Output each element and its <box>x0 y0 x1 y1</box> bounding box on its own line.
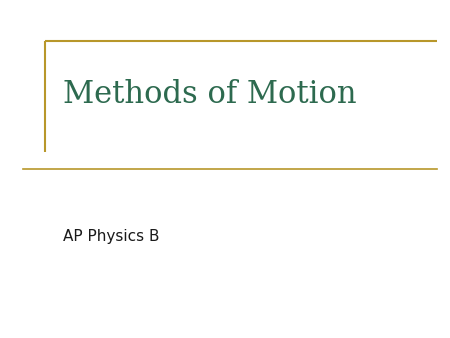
Text: Methods of Motion: Methods of Motion <box>63 79 356 110</box>
Text: AP Physics B: AP Physics B <box>63 229 159 244</box>
